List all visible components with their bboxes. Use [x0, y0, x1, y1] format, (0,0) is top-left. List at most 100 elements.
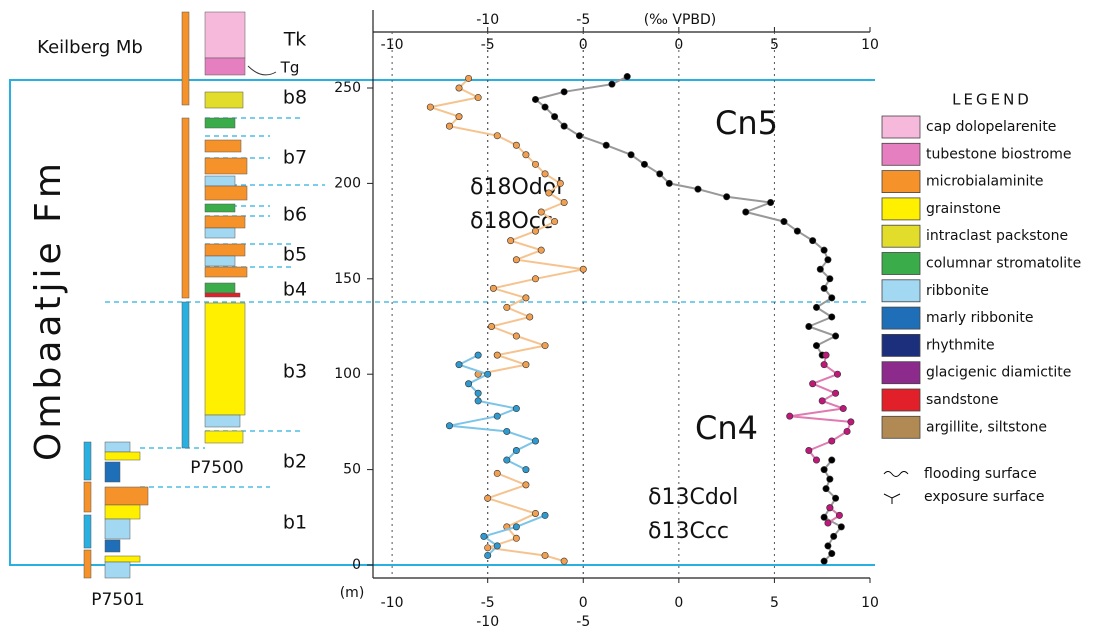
data-point [820, 284, 828, 292]
x-tick-label: 5 [770, 595, 779, 611]
data-point [474, 94, 482, 102]
data-point [805, 447, 813, 455]
data-point [805, 322, 813, 330]
data-point [809, 380, 817, 388]
unit-label: b4 [283, 279, 307, 301]
data-point [812, 456, 820, 464]
data-point [723, 193, 731, 201]
x-axis-label: (‰ VPBD) [644, 12, 717, 28]
data-point [824, 519, 832, 527]
series-line [449, 354, 546, 557]
x-tick-label: -5 [576, 614, 590, 630]
unit-label: b8 [283, 87, 307, 109]
y-tick-label: 250 [334, 80, 361, 96]
data-point [503, 427, 511, 435]
legend-swatch [881, 306, 921, 330]
legend-label: grainstone [926, 201, 1001, 217]
data-point [484, 494, 492, 502]
legend-swatch [881, 279, 921, 303]
data-point [824, 256, 832, 264]
legend-swatch [881, 197, 921, 221]
unit-label: b2 [283, 451, 307, 473]
unit-label: b7 [283, 147, 307, 169]
data-point [847, 418, 855, 426]
data-point [531, 95, 539, 103]
data-point [822, 351, 830, 359]
data-point [627, 151, 635, 159]
data-point [426, 103, 434, 111]
data-point [656, 170, 664, 178]
data-point [531, 437, 539, 445]
data-point [465, 74, 473, 82]
legend-swatch [881, 252, 921, 275]
legend-label: argillite, siltstone [926, 419, 1047, 435]
legend-label: microbialaminite [926, 174, 1043, 190]
data-point [480, 532, 488, 540]
y-tick-label: 100 [334, 366, 361, 382]
x2-tick-label: -5 [481, 37, 495, 53]
data-point [512, 523, 520, 531]
data-point [556, 179, 564, 187]
section-p7501 [83, 441, 149, 579]
data-point [512, 141, 520, 149]
data-point [484, 551, 492, 559]
data-point [541, 342, 549, 350]
data-point [579, 265, 587, 273]
unit-label: b5 [283, 244, 307, 266]
data-point [493, 542, 501, 550]
data-point [455, 84, 463, 92]
data-point [526, 313, 534, 321]
member-label: Keilberg Mb [37, 37, 143, 58]
data-point [531, 509, 539, 517]
data-point [665, 179, 673, 187]
data-point [551, 113, 559, 121]
series-line [789, 354, 853, 524]
section-label: P7500 [190, 458, 244, 478]
data-point [445, 122, 453, 130]
data-point [832, 332, 840, 340]
x2-tick-label: 0 [579, 37, 588, 53]
unit-label: b6 [283, 204, 307, 226]
data-point [820, 513, 828, 521]
data-point [602, 141, 610, 149]
data-point [493, 351, 501, 359]
data-point [828, 437, 836, 445]
data-point [742, 208, 750, 216]
exposure-icon [883, 493, 901, 504]
legend-swatch [881, 115, 921, 139]
data-point [512, 405, 520, 413]
data-point [541, 511, 549, 519]
data-point [512, 256, 520, 264]
unit-boundaries [140, 117, 325, 488]
x-tick-label: 0 [674, 595, 683, 611]
data-point [541, 103, 549, 111]
data-point [786, 412, 794, 420]
data-point [832, 389, 840, 397]
data-point [820, 466, 828, 474]
data-point [822, 485, 830, 493]
data-point [623, 73, 631, 81]
data-point [820, 557, 828, 565]
data-point [834, 370, 842, 378]
x-tick-label: -5 [576, 12, 590, 28]
y-tick-label: 150 [334, 271, 361, 287]
data-point [843, 427, 851, 435]
data-point [828, 313, 836, 321]
legend-swatch [881, 388, 921, 412]
legend-label: columnar stromatolite [926, 256, 1081, 272]
data-point [809, 237, 817, 245]
data-point [522, 481, 530, 489]
x-tick-label: 0 [674, 37, 683, 53]
x2-tick-label: -10 [381, 37, 404, 53]
data-point [560, 198, 568, 206]
data-point [830, 532, 838, 540]
data-point [694, 185, 702, 193]
x-tick-label: 5 [770, 37, 779, 53]
legend-label: rhythmite [926, 337, 995, 353]
legend-label: cap dolopelarenite [926, 119, 1056, 135]
section-label: P7501 [91, 590, 145, 610]
flooding-icon [883, 471, 909, 477]
series-label: δ13Ccc [648, 519, 729, 544]
data-point [551, 218, 559, 226]
data-point [522, 151, 530, 159]
